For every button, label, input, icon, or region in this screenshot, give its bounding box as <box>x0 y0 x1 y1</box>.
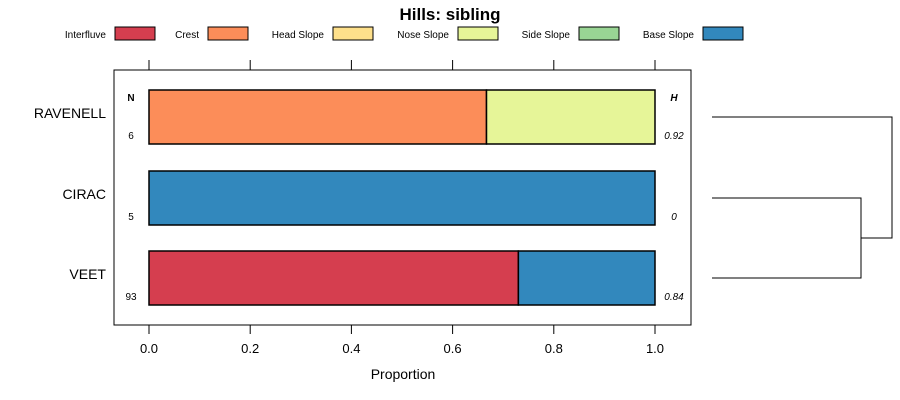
h-value: 0 <box>671 212 677 223</box>
n-h-annotations: N H 6 0.92 5 0 93 0.84 <box>125 93 684 303</box>
legend-label: Interfluve <box>65 30 107 41</box>
legend-label: Base Slope <box>643 30 695 41</box>
bars <box>148 89 656 306</box>
legend-label: Side Slope <box>522 30 571 41</box>
legend: Interfluve Crest Head Slope Nose Slope Side … <box>65 26 744 41</box>
legend-swatch <box>114 26 156 41</box>
x-tick-label: 0.4 <box>342 341 360 356</box>
category-label: VEET <box>69 266 106 282</box>
n-value: 93 <box>125 292 137 303</box>
bar-segment <box>148 89 488 145</box>
dendrogram <box>712 116 893 279</box>
bar-segment <box>517 250 656 306</box>
top-axis <box>148 60 656 70</box>
bar-segment <box>485 89 656 145</box>
category-label: RAVENELL <box>34 105 106 121</box>
category-label: CIRAC <box>62 186 106 202</box>
n-value: 6 <box>128 131 134 142</box>
bar-segment <box>148 250 520 306</box>
category-labels: RAVENELL CIRAC VEET <box>34 105 107 282</box>
legend-swatch <box>207 26 249 41</box>
legend-label: Head Slope <box>272 30 325 41</box>
x-tick-label: 0.6 <box>444 341 462 356</box>
x-tick-label: 0.2 <box>241 341 259 356</box>
dendrogram-branches <box>712 116 893 279</box>
legend-swatch <box>702 26 744 41</box>
legend-label: Nose Slope <box>397 30 449 41</box>
chart-title: Hills: sibling <box>399 5 500 24</box>
legend-swatch <box>578 26 620 41</box>
legend-label: Crest <box>175 30 199 41</box>
legend-swatch <box>457 26 499 41</box>
x-axis: 0.0 0.2 0.4 0.6 0.8 1.0 <box>140 325 664 356</box>
bar-segment <box>148 170 656 226</box>
n-value: 5 <box>128 212 134 223</box>
x-tick-label: 0.0 <box>140 341 158 356</box>
legend-swatch <box>332 26 374 41</box>
x-tick-label: 0.8 <box>545 341 563 356</box>
x-tick-label: 1.0 <box>646 341 664 356</box>
n-column-header: N <box>127 93 134 104</box>
h-value: 0.92 <box>664 131 684 142</box>
x-axis-title: Proportion <box>371 366 436 382</box>
h-value: 0.84 <box>664 292 684 303</box>
h-column-header: H <box>670 93 678 104</box>
plot-frame <box>113 69 692 326</box>
